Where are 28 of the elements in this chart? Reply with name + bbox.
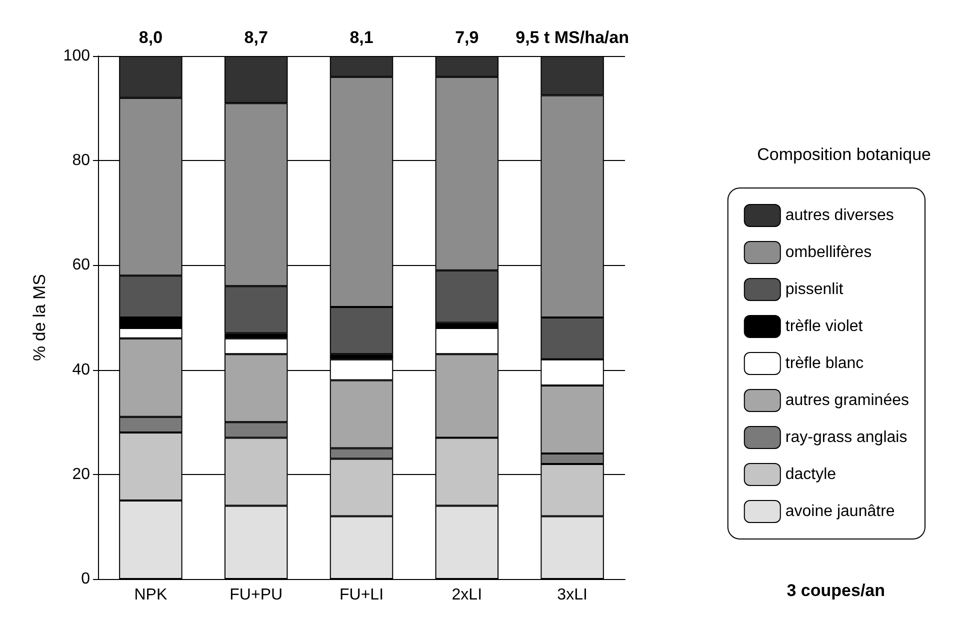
annotation: 8,7 [244, 28, 268, 47]
legend-label: ray-grass anglais [785, 429, 908, 446]
y-tick-label: 20 [72, 466, 90, 483]
legend-label: trèfle violet [785, 318, 864, 335]
legend-title: Composition botanique [757, 145, 932, 164]
annotation: 8,1 [350, 28, 374, 47]
y-axis-title: % de la MS [30, 274, 49, 361]
legend-label: autres diverses [785, 207, 894, 224]
annotation: 7,9 [455, 28, 479, 47]
legend-label: trèfle blanc [785, 355, 864, 372]
y-tick-label: 100 [63, 48, 90, 64]
x-tick-label: FU+PU [230, 586, 283, 604]
legend-label: ombellifères [785, 244, 872, 261]
x-tick-label: 3xLI [557, 586, 588, 604]
x-tick-label: FU+LI [339, 586, 384, 604]
legend-label: pissenlit [785, 281, 844, 298]
x-tick-label: 2xLI [452, 586, 482, 604]
x-tick-label: NPK [134, 586, 168, 604]
y-tick-label: 40 [72, 361, 90, 378]
text: 3 coupes/an [786, 581, 886, 600]
legend-label: autres graminées [785, 392, 910, 409]
y-tick-label: 60 [72, 256, 90, 274]
legend-label: avoine jaunâtre [785, 503, 895, 520]
annotation: 8,0 [138, 28, 163, 47]
y-tick-label: 80 [72, 152, 90, 170]
y-tick-label: 0 [81, 570, 90, 588]
annotation: 9,5 t MS/ha/an [516, 28, 629, 47]
legend-label: dactyle [785, 466, 836, 483]
